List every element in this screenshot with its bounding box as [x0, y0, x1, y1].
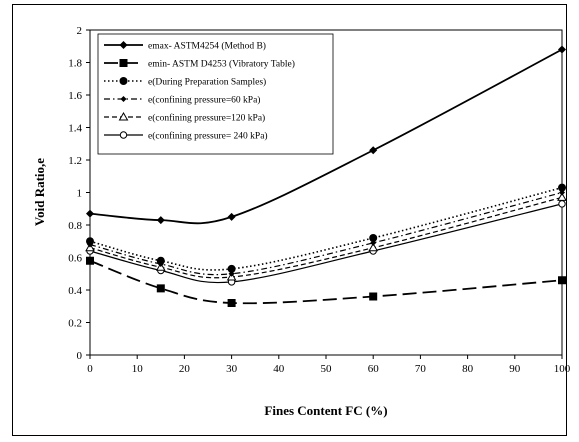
square-marker	[369, 292, 378, 301]
y-tick-label: 1.6	[68, 90, 82, 102]
open-triangle-marker	[118, 111, 129, 121]
legend: emax- ASTM4254 (Method B) emin- ASTM D425…	[97, 33, 334, 155]
legend-box	[97, 33, 334, 155]
series-markers	[85, 45, 567, 307]
series-line	[89, 191, 563, 276]
diamond-marker	[119, 41, 128, 49]
y-tick-label: 1	[77, 188, 83, 200]
square-marker	[156, 284, 165, 293]
diamond-marker	[86, 209, 94, 218]
small-diamond-marker	[120, 96, 127, 102]
y-tick-label: 0.6	[68, 253, 82, 265]
square-marker	[119, 59, 128, 67]
circle-marker	[86, 237, 94, 246]
circle-marker	[119, 77, 128, 85]
y-tick-label: 1.8	[68, 58, 82, 70]
x-axis-title: Fines Content FC (%)	[264, 403, 387, 418]
y-tick-label: 0	[77, 350, 83, 362]
circle-marker	[156, 256, 165, 265]
x-tick-label: 90	[509, 363, 521, 375]
y-tick-label: 1.2	[68, 155, 82, 167]
series-line	[89, 203, 563, 284]
legend-label: e(confining pressure= 240 kPa)	[148, 131, 268, 142]
series-lines	[89, 48, 563, 305]
diamond-marker	[227, 212, 236, 221]
legend-label: emax- ASTM4254 (Method B)	[148, 41, 266, 52]
x-tick-label: 70	[415, 363, 427, 375]
x-tick-label: 0	[87, 363, 93, 375]
series-line	[89, 196, 563, 279]
x-tick-label: 30	[226, 363, 238, 375]
square-marker	[86, 256, 94, 265]
x-tick-label: 60	[368, 363, 380, 375]
x-tick-label: 80	[462, 363, 474, 375]
legend-label: e(During Preparation Samples)	[148, 77, 266, 88]
square-marker	[227, 299, 236, 307]
open-circle-marker	[119, 131, 128, 139]
x-tick-label: 50	[321, 363, 333, 375]
axis-ticks: 0 10 20 30 40 50 60 70 80 90 100 0 0.2 0.4 0.6 0.8 1 1.2 1…	[68, 25, 571, 375]
y-tick-label: 0.4	[68, 285, 82, 297]
x-tick-label: 100	[554, 363, 571, 375]
y-tick-label: 0.8	[68, 220, 82, 232]
legend-label: emin- ASTM D4253 (Vibratory Table)	[148, 59, 295, 70]
circle-marker	[369, 234, 378, 242]
y-tick-label: 1.4	[68, 123, 82, 135]
diamond-marker	[156, 216, 165, 225]
open-triangle-marker	[368, 242, 379, 252]
x-tick-label: 40	[273, 363, 285, 375]
diamond-marker	[558, 45, 566, 54]
legend-label: e(confining pressure=60 kPa)	[148, 95, 260, 106]
x-tick-label: 20	[179, 363, 191, 375]
series-line	[89, 259, 563, 305]
x-tick-label: 10	[132, 363, 144, 375]
open-triangle-marker	[557, 192, 567, 201]
series-line	[89, 48, 563, 225]
diamond-marker	[369, 146, 378, 155]
open-circle-marker	[558, 200, 566, 208]
square-marker	[558, 276, 566, 285]
y-tick-label: 2	[77, 25, 83, 37]
legend-label: e(confining pressure=120 kPa)	[148, 113, 265, 124]
circle-marker	[227, 264, 236, 273]
y-axis-title: Void Ratio,e	[32, 158, 47, 226]
y-tick-label: 0.2	[68, 318, 82, 330]
circle-marker	[558, 183, 566, 192]
